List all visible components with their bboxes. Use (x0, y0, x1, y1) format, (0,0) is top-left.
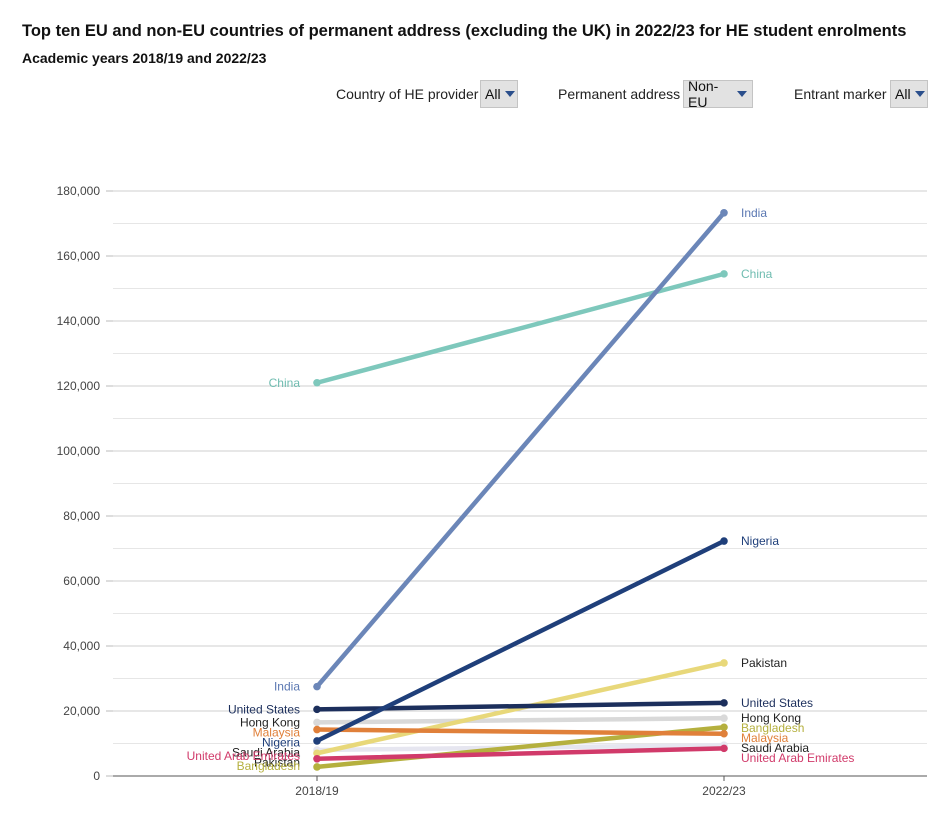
data-point-bangladesh (313, 763, 321, 771)
series-line-india (314, 210, 727, 689)
data-point-malaysia (720, 729, 728, 738)
y-tick-label: 0 (93, 769, 100, 783)
provider-filter-dropdown[interactable]: All (480, 80, 518, 108)
x-tick-label: 2018/19 (295, 784, 339, 798)
series-group (313, 208, 728, 771)
address-filter-value: Non-EU (688, 78, 719, 110)
address-filter-dropdown[interactable]: Non-EU (683, 78, 753, 110)
entrant-filter-dropdown[interactable]: All (890, 80, 928, 108)
end-label-malaysia: Malaysia (741, 731, 789, 745)
data-point-hong-kong (313, 718, 321, 727)
end-label-united-arab-emirates: United Arab Emirates (741, 751, 854, 765)
y-tick-label: 140,000 (57, 314, 101, 328)
y-tick-label: 100,000 (57, 444, 101, 458)
chevron-down-icon (504, 91, 515, 97)
address-filter-label: Permanent address (558, 86, 681, 102)
data-point-pakistan (720, 659, 728, 667)
start-label-saudi-arabia: Saudi Arabia (232, 745, 300, 759)
end-label-hong-kong: Hong Kong (741, 711, 801, 725)
data-point-malaysia (313, 725, 321, 734)
start-label-nigeria: Nigeria (262, 735, 300, 749)
data-point-hong-kong (720, 714, 728, 722)
start-label-pakistan: Pakistan (254, 755, 300, 769)
data-point-pakistan (313, 749, 321, 758)
series-line-nigeria (314, 538, 727, 744)
end-label-pakistan: Pakistan (741, 656, 787, 670)
provider-filter-label: Country of HE provider (336, 86, 479, 102)
data-point-united-arab-emirates (720, 744, 728, 753)
start-label-united-arab-emirates: United Arab Emirates (187, 749, 300, 763)
end-label-saudi-arabia: Saudi Arabia (741, 741, 809, 755)
grid-lines (113, 190, 927, 744)
end-label-china: China (741, 267, 773, 281)
end-label-united-states: United States (741, 696, 813, 710)
start-label-china: China (269, 376, 301, 390)
x-tick-label: 2022/23 (702, 784, 746, 798)
data-point-united-states (720, 699, 728, 707)
data-point-united-arab-emirates (313, 754, 321, 763)
y-tick-label: 80,000 (63, 509, 100, 523)
start-label-malaysia: Malaysia (253, 725, 301, 739)
data-point-china (313, 378, 321, 387)
chart-subtitle: Academic years 2018/19 and 2022/23 (22, 50, 267, 66)
start-label-india: India (274, 680, 300, 694)
start-label-united-states: United States (228, 702, 300, 716)
data-point-bangladesh (720, 723, 728, 732)
entrant-filter-label: Entrant marker (794, 86, 887, 102)
series-line-malaysia (314, 727, 727, 736)
end-label-bangladesh: Bangladesh (741, 721, 804, 735)
y-tick-label: 60,000 (63, 574, 100, 588)
data-point-india (313, 682, 321, 691)
entrant-filter-value: All (895, 86, 911, 102)
data-point-united-states (313, 705, 321, 714)
chevron-down-icon (914, 91, 925, 97)
y-tick-label: 40,000 (63, 639, 100, 653)
data-point-nigeria (720, 537, 728, 545)
data-point-china (720, 270, 728, 278)
y-tick-label: 160,000 (57, 249, 101, 263)
provider-filter-value: All (485, 86, 501, 102)
end-label-nigeria: Nigeria (741, 534, 779, 548)
y-tick-label: 180,000 (57, 184, 101, 198)
chevron-down-icon (737, 91, 747, 97)
chart-title: Top ten EU and non-EU countries of perma… (22, 22, 907, 40)
end-label-india: India (741, 206, 767, 220)
series-line-china (314, 271, 727, 385)
start-label-bangladesh: Bangladesh (237, 759, 300, 773)
data-point-india (720, 208, 728, 217)
y-tick-label: 120,000 (57, 379, 101, 393)
series-line-united-arab-emirates (314, 746, 727, 762)
start-label-hong-kong: Hong Kong (240, 715, 300, 729)
data-point-nigeria (313, 737, 321, 745)
y-tick-label: 20,000 (63, 704, 100, 718)
series-line-hong-kong (314, 715, 727, 725)
